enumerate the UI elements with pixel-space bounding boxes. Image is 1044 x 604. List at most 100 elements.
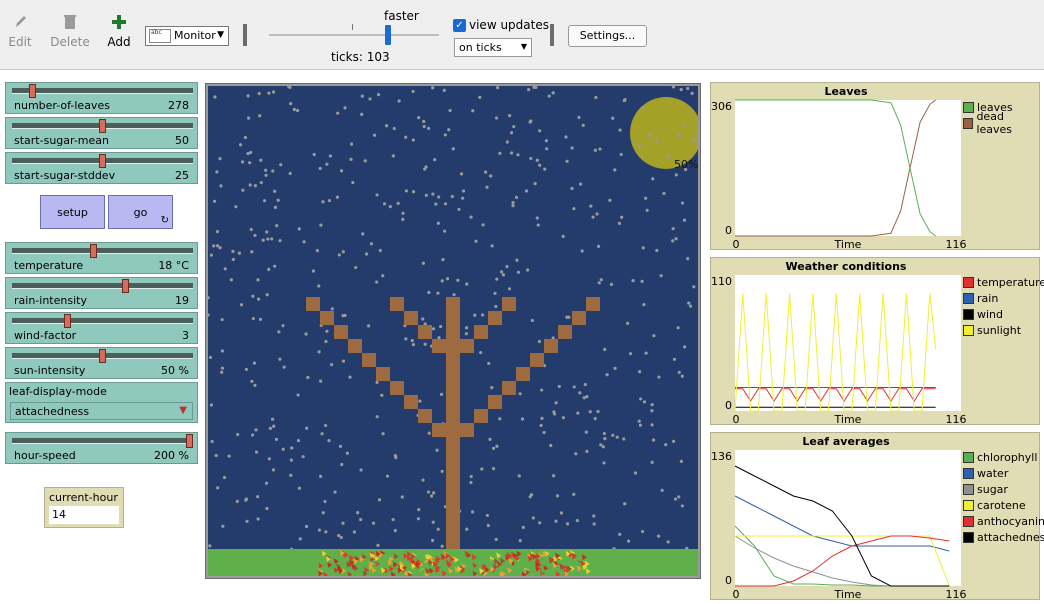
setup-button[interactable]: setup <box>40 195 105 229</box>
raindrop <box>603 347 607 352</box>
raindrop <box>599 278 603 282</box>
raindrop <box>510 131 514 135</box>
raindrop <box>509 151 514 155</box>
raindrop <box>451 147 455 151</box>
slider-start-sugar-stddev[interactable]: start-sugar-stddev 25 <box>5 152 198 184</box>
legend-swatch <box>963 101 974 113</box>
raindrop <box>671 239 675 243</box>
raindrop <box>319 474 323 478</box>
go-button[interactable]: go ↻ <box>108 195 173 229</box>
branch-block <box>474 325 488 339</box>
slider-knob[interactable] <box>99 119 106 133</box>
fallen-leaf <box>407 571 413 576</box>
edit-button[interactable]: Edit <box>0 14 40 49</box>
slider-sun-intensity[interactable]: sun-intensity 50 % <box>5 347 198 379</box>
raindrop <box>436 291 440 295</box>
view-updates-label: view updates <box>469 18 549 32</box>
raindrop <box>480 313 485 317</box>
raindrop <box>674 173 678 177</box>
slider-name: wind-factor <box>14 329 77 342</box>
raindrop <box>411 343 416 347</box>
slider-start-sugar-mean[interactable]: start-sugar-mean 50 <box>5 117 198 149</box>
slider-knob[interactable] <box>90 244 98 258</box>
raindrop <box>367 324 371 328</box>
settings-button[interactable]: Settings... <box>568 25 647 47</box>
leaf-display-mode-chooser[interactable]: leaf-display-mode attachedness ▼ <box>5 382 198 423</box>
raindrop <box>662 191 666 196</box>
raindrop <box>208 296 210 300</box>
slider-knob[interactable] <box>29 84 37 98</box>
raindrop <box>585 449 589 453</box>
slider-knob[interactable] <box>64 314 72 328</box>
slider-knob[interactable] <box>121 279 129 293</box>
fallen-leaf <box>361 553 367 560</box>
raindrop <box>338 444 343 448</box>
fallen-leaf <box>441 570 447 576</box>
raindrop <box>622 437 626 441</box>
raindrop <box>422 119 426 124</box>
slider-name: rain-intensity <box>14 294 87 307</box>
legend-entry: carotene <box>963 497 1044 513</box>
world-view[interactable]: 50% <box>205 83 701 579</box>
raindrop <box>520 417 525 421</box>
add-button[interactable]: Add <box>99 14 139 49</box>
widget-type-select[interactable]: abc Monitor ▼ <box>145 26 229 46</box>
raindrop <box>655 248 659 253</box>
raindrop <box>404 189 409 193</box>
sun-label: 50% <box>674 158 698 171</box>
fallen-leaf <box>333 567 339 574</box>
raindrop <box>336 111 340 115</box>
slider-hour-speed[interactable]: hour-speed 200 % <box>5 432 198 464</box>
slider-rain-intensity[interactable]: rain-intensity 19 <box>5 277 198 309</box>
speed-slider-thumb[interactable] <box>385 25 391 45</box>
fallen-leaf <box>529 552 535 559</box>
raindrop <box>628 352 633 356</box>
raindrop <box>381 274 385 278</box>
x-axis-label: Time <box>834 588 862 601</box>
raindrop <box>241 188 245 192</box>
slider-name: hour-speed <box>14 449 76 462</box>
raindrop <box>491 446 496 450</box>
raindrop <box>518 539 522 543</box>
fallen-leaf <box>372 560 378 567</box>
update-mode-select[interactable]: on ticks ▼ <box>454 38 532 57</box>
slider-value: 50 % <box>161 364 189 377</box>
raindrop <box>424 193 428 197</box>
plot-area <box>735 275 961 411</box>
raindrop <box>290 446 294 450</box>
fallen-leaf <box>507 553 513 560</box>
chooser-select[interactable]: attachedness ▼ <box>10 402 193 420</box>
slider-wind-factor[interactable]: wind-factor 3 <box>5 312 198 344</box>
legend-entry: leaves <box>963 99 1039 115</box>
raindrop <box>692 138 696 142</box>
raindrop <box>333 490 337 494</box>
raindrop <box>397 99 401 103</box>
slider-knob[interactable] <box>99 154 106 168</box>
raindrop <box>244 498 248 502</box>
speed-slider[interactable] <box>269 34 439 36</box>
raindrop <box>469 474 473 479</box>
raindrop <box>638 423 642 427</box>
trash-icon <box>64 15 76 29</box>
raindrop <box>426 490 431 494</box>
raindrop <box>265 506 269 511</box>
series-line-sunlight <box>734 293 937 412</box>
slider-temperature[interactable]: temperature 18 °C <box>5 242 198 274</box>
raindrop <box>432 491 436 495</box>
view-updates-checkbox[interactable]: ✓ view updates <box>453 18 549 32</box>
raindrop <box>231 249 235 253</box>
slider-knob[interactable] <box>99 349 106 363</box>
fallen-leaf <box>538 552 544 559</box>
slider-number-of-leaves[interactable]: number-of-leaves 278 <box>5 82 198 114</box>
raindrop <box>282 365 286 369</box>
slider-knob[interactable] <box>186 434 193 448</box>
raindrop <box>650 403 654 407</box>
fallen-leaf <box>403 552 409 559</box>
legend-label: water <box>977 466 1009 480</box>
fallen-leaf <box>362 570 368 576</box>
raindrop <box>529 156 533 161</box>
delete-button[interactable]: Delete <box>50 14 90 49</box>
raindrop <box>380 393 384 397</box>
plot-area <box>735 450 961 586</box>
toolbar-separator <box>550 24 554 46</box>
